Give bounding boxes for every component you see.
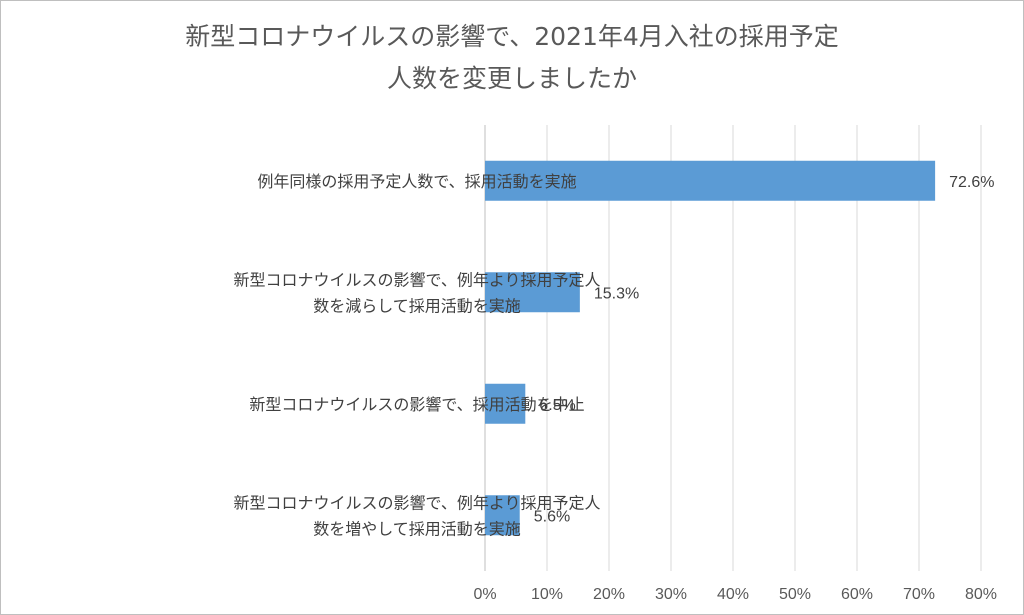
x-tick-label: 70%: [903, 586, 935, 603]
category-label: 数を増やして採用活動を実施: [313, 519, 521, 538]
bars: [485, 160, 936, 536]
x-tick-label: 0%: [473, 586, 496, 603]
value-labels: 72.6% 15.3% 6.5% 5.6%: [534, 174, 995, 526]
chart-title-line: 新型コロナウイルスの影響で、2021年4月入社の採用予定: [185, 22, 839, 51]
bar-value-label: 72.6%: [949, 174, 994, 191]
bar-value-label: 15.3%: [594, 285, 639, 302]
bar: [485, 383, 526, 424]
chart-title-line: 人数を変更しましたか: [387, 64, 637, 93]
x-tick-label: 10%: [531, 586, 563, 603]
category-label: 例年同様の採用予定人数で、採用活動を実施: [257, 172, 576, 191]
category-label: 新型コロナウイルスの影響で、例年より採用予定人: [233, 493, 600, 512]
category-label: 新型コロナウイルスの影響で、例年より採用予定人: [233, 270, 600, 289]
bar: [485, 495, 520, 536]
category-label: 数を減らして採用活動を実施: [313, 296, 521, 315]
x-axis-ticks: 0% 10% 20% 30% 40% 50% 60% 70% 80%: [473, 586, 997, 603]
category-label: 新型コロナウイルスの影響で、採用活動を中止: [249, 395, 584, 414]
category-labels: 例年同様の採用予定人数で、採用活動を実施新型コロナウイルスの影響で、例年より採用…: [233, 172, 600, 539]
bar: [485, 272, 580, 313]
x-tick-label: 60%: [841, 586, 873, 603]
x-tick-label: 50%: [779, 586, 811, 603]
bar-value-label: 6.5%: [539, 397, 575, 414]
x-tick-label: 30%: [655, 586, 687, 603]
bar: [485, 160, 936, 201]
x-tick-label: 40%: [717, 586, 749, 603]
bar-value-label: 5.6%: [534, 508, 570, 525]
x-tick-label: 80%: [965, 586, 997, 603]
x-tick-label: 20%: [593, 586, 625, 603]
